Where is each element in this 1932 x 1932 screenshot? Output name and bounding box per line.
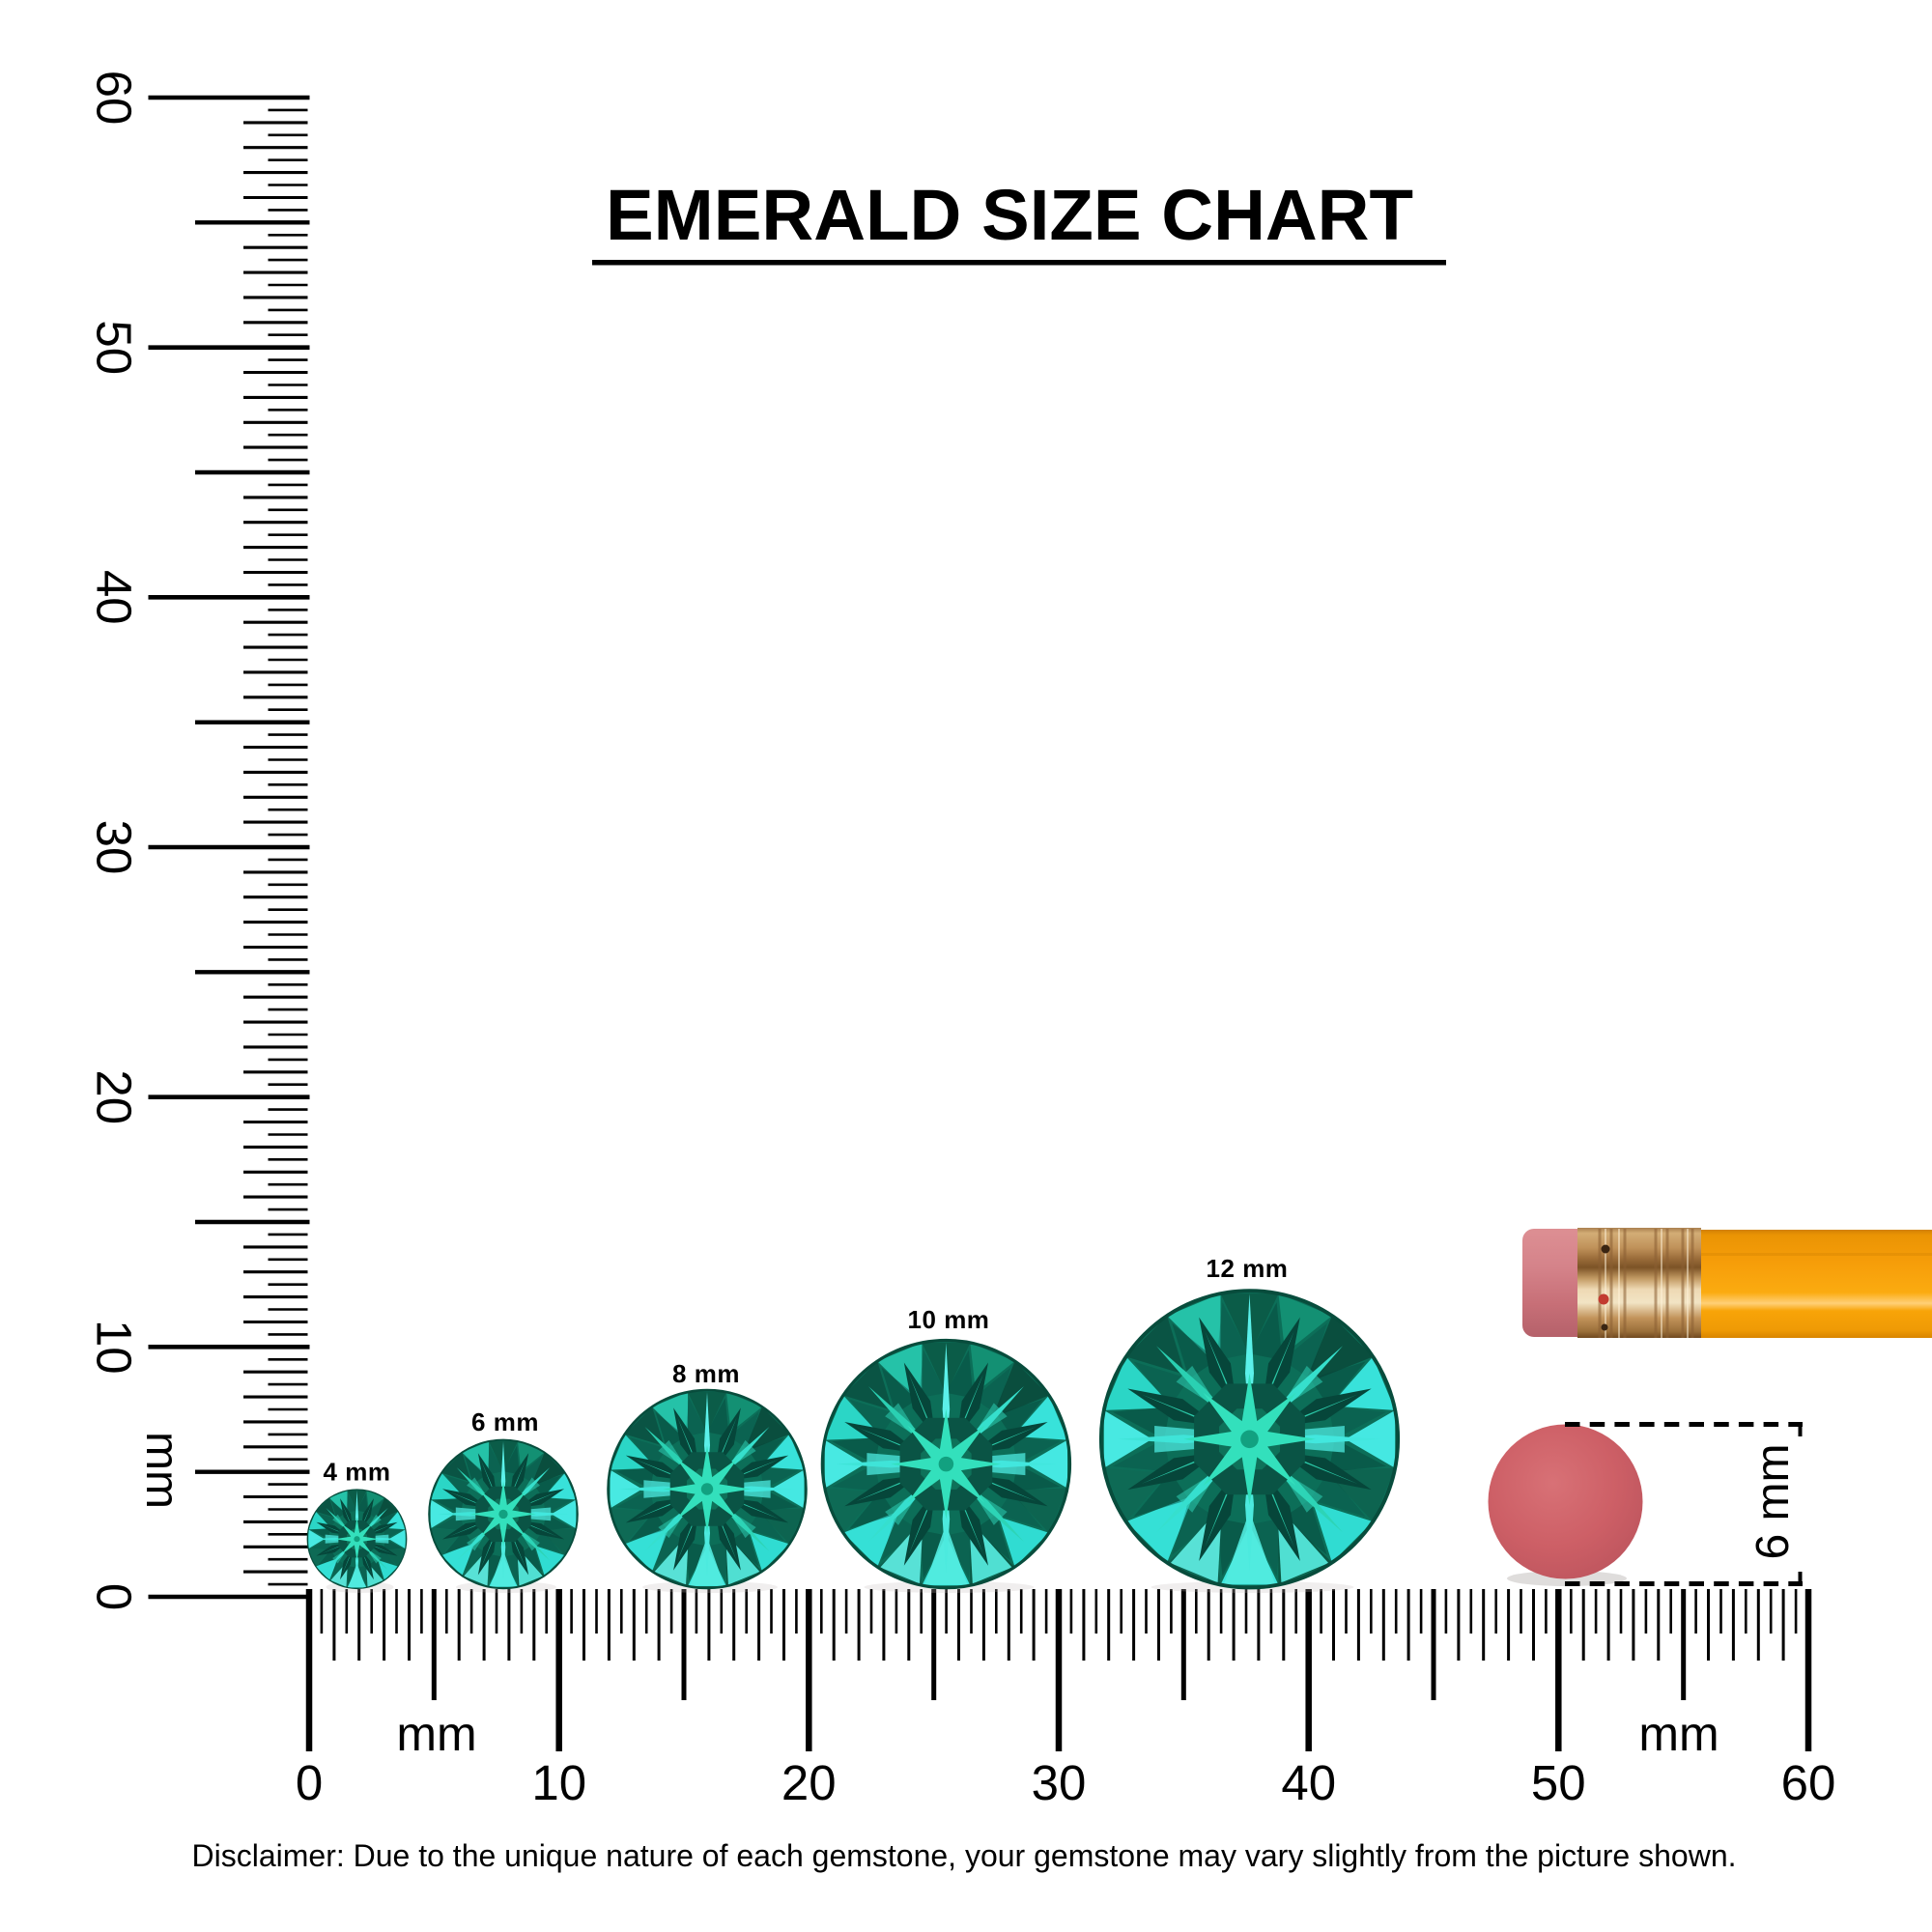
svg-text:50: 50 xyxy=(1531,1755,1586,1810)
svg-text:6 mm: 6 mm xyxy=(471,1407,539,1436)
svg-text:50: 50 xyxy=(87,320,142,375)
svg-text:EMERALD SIZE CHART: EMERALD SIZE CHART xyxy=(606,175,1413,255)
svg-text:Disclaimer: Due to the unique: Disclaimer: Due to the unique nature of … xyxy=(192,1838,1737,1873)
svg-text:10: 10 xyxy=(87,1320,142,1375)
svg-text:mm: mm xyxy=(136,1432,187,1509)
svg-text:60: 60 xyxy=(87,71,142,126)
svg-text:30: 30 xyxy=(87,820,142,875)
svg-text:mm: mm xyxy=(396,1707,476,1761)
svg-text:0: 0 xyxy=(296,1755,323,1810)
svg-text:8 mm: 8 mm xyxy=(672,1359,740,1388)
svg-text:30: 30 xyxy=(1032,1755,1087,1810)
svg-text:12 mm: 12 mm xyxy=(1207,1254,1289,1283)
svg-text:10 mm: 10 mm xyxy=(908,1305,990,1334)
svg-text:40: 40 xyxy=(87,570,142,625)
svg-text:4 mm: 4 mm xyxy=(324,1458,391,1487)
svg-text:40: 40 xyxy=(1281,1755,1336,1810)
svg-text:20: 20 xyxy=(781,1755,837,1810)
svg-text:10: 10 xyxy=(531,1755,586,1810)
svg-text:mm: mm xyxy=(1638,1707,1719,1761)
svg-text:20: 20 xyxy=(87,1069,142,1124)
svg-text:60: 60 xyxy=(1781,1755,1836,1810)
svg-text:0: 0 xyxy=(87,1583,142,1610)
svg-text:6 mm: 6 mm xyxy=(1747,1444,1799,1560)
